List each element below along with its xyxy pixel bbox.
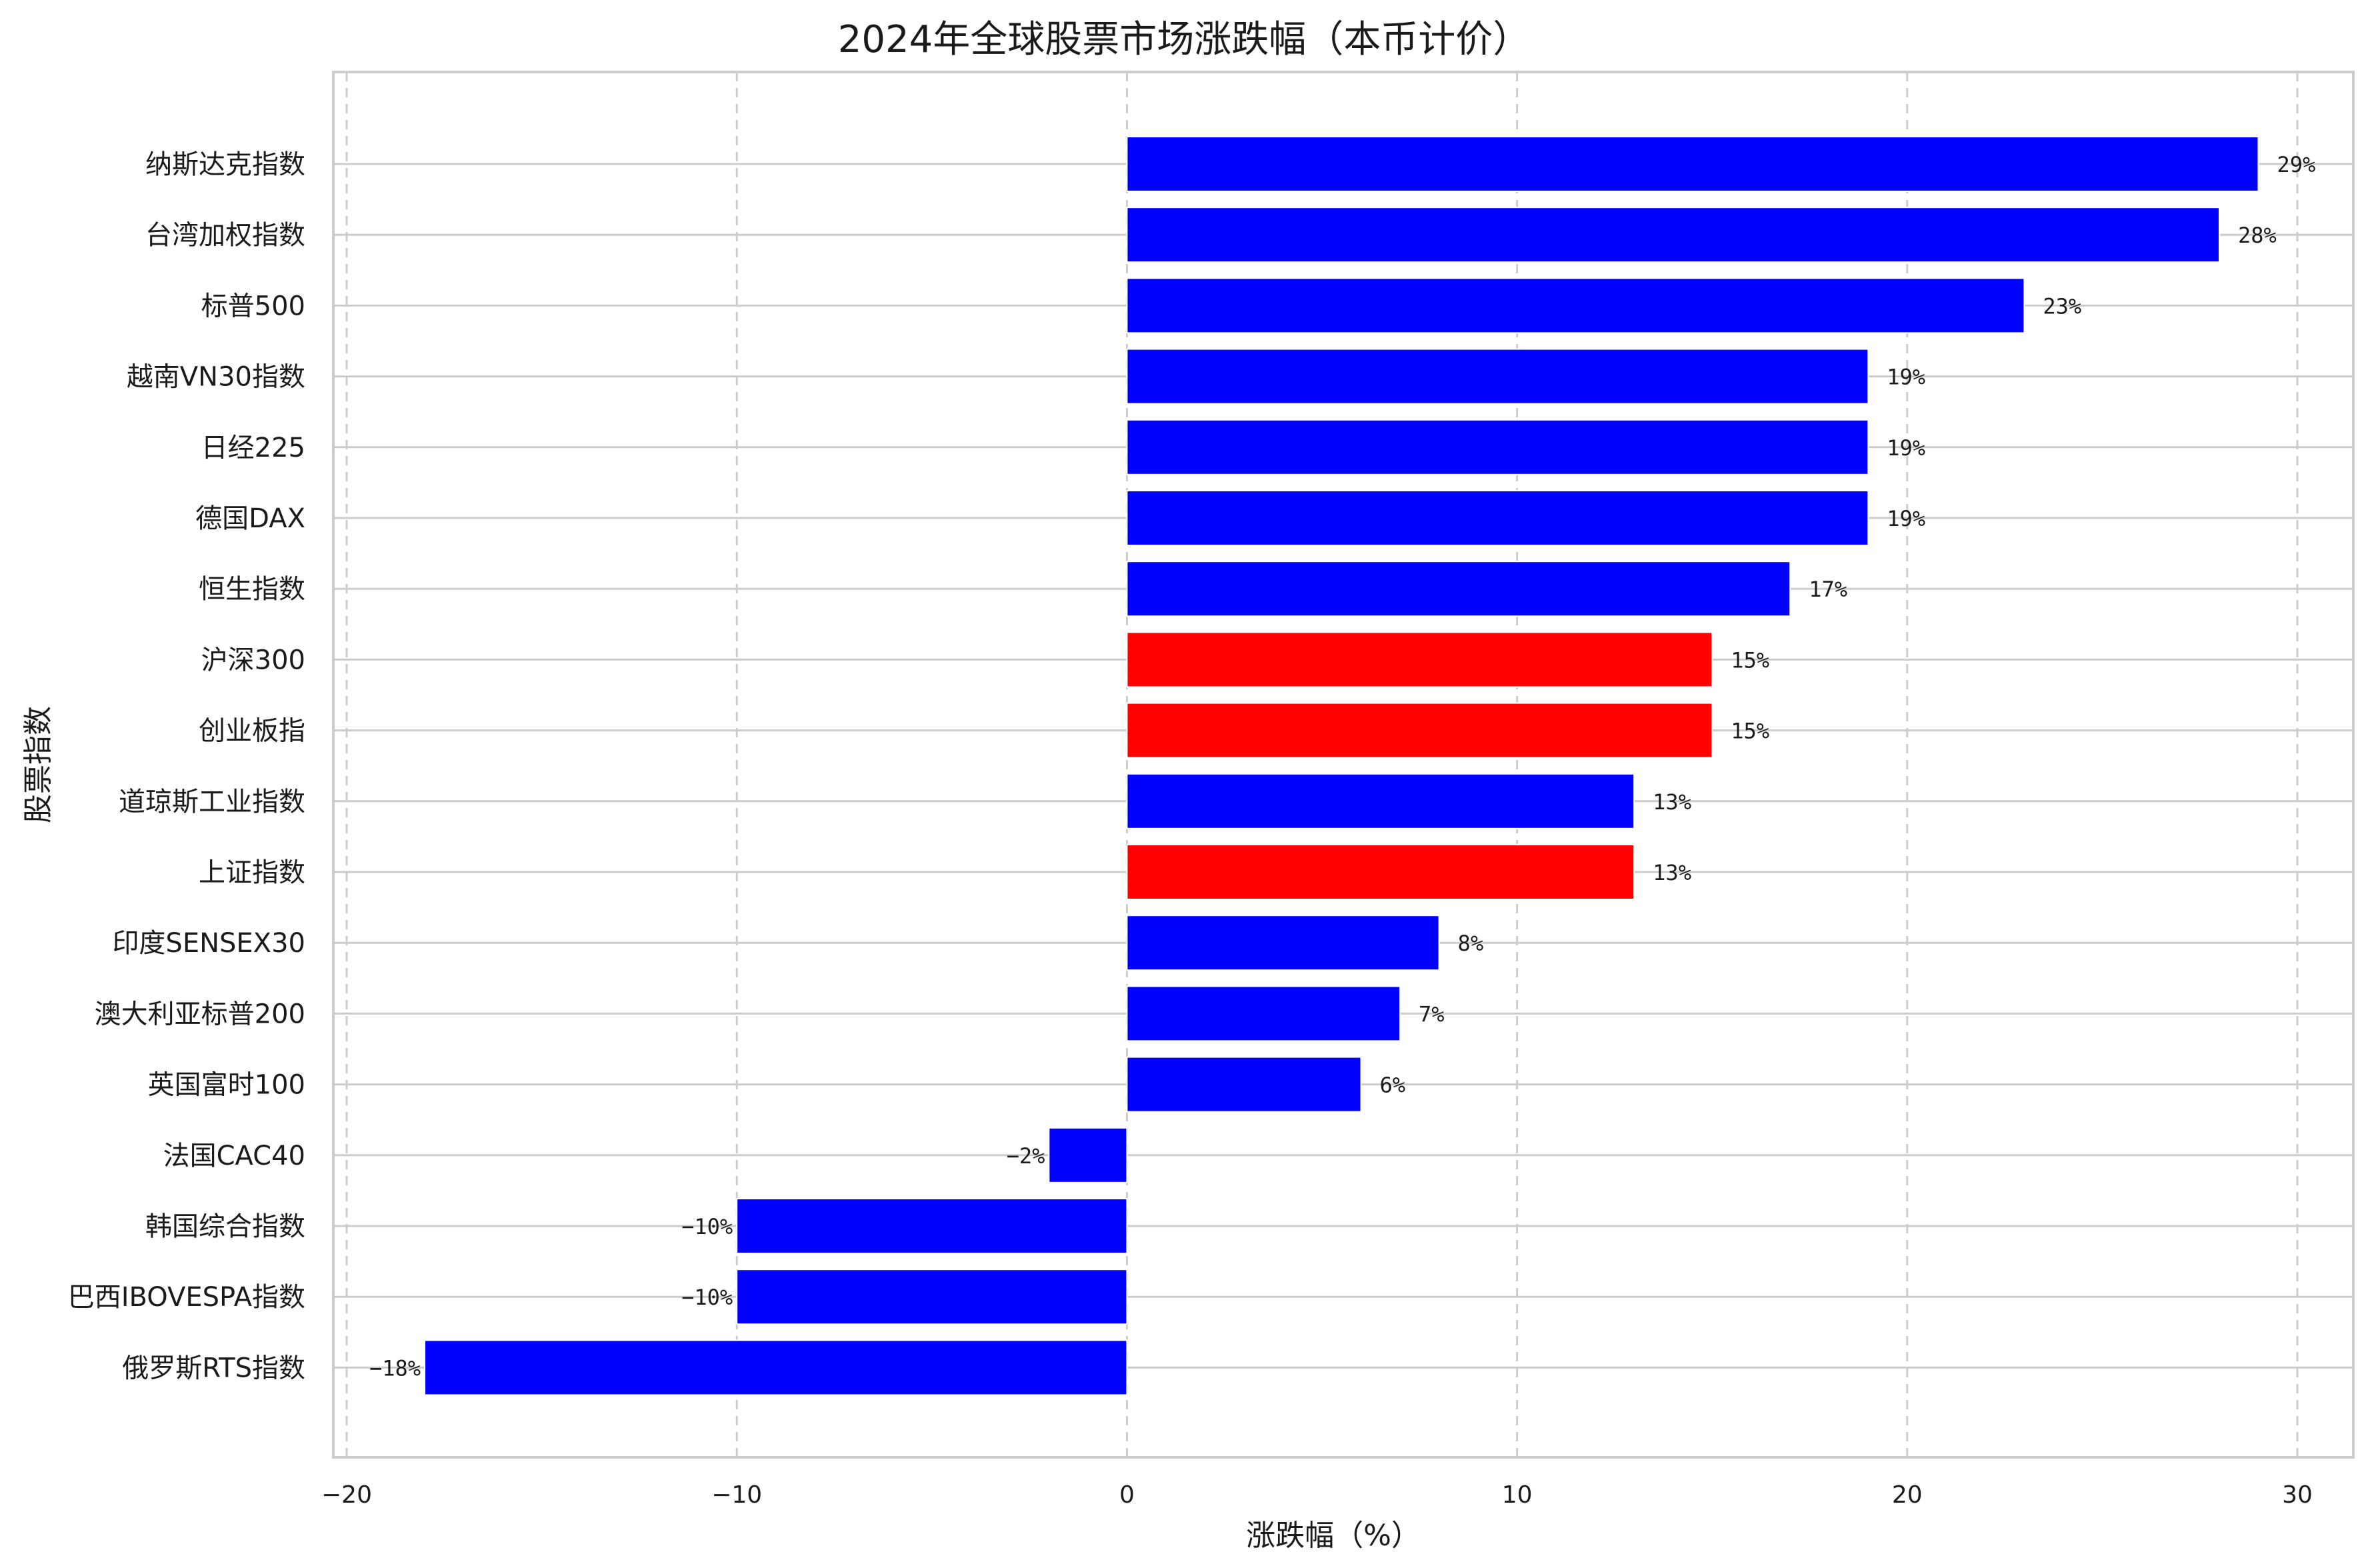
data-label: 19%	[1887, 435, 1925, 461]
plot-frame	[332, 71, 2355, 1459]
bar	[1126, 702, 1713, 759]
y-tick-label: 日经225	[201, 433, 305, 463]
y-tick-label: 台湾加权指数	[145, 220, 305, 251]
data-label: −10%	[681, 1214, 733, 1239]
data-label: −2%	[1007, 1143, 1045, 1169]
data-label: 15%	[1731, 719, 1769, 744]
bar	[1126, 631, 1713, 688]
data-label: 19%	[1887, 506, 1925, 531]
x-tick-label: 0	[1119, 1481, 1135, 1509]
y-tick-label: 俄罗斯RTS指数	[122, 1353, 305, 1383]
x-tick-label: 30	[2282, 1481, 2313, 1509]
x-tick-label: 20	[1892, 1481, 1923, 1509]
data-label: 23%	[2043, 293, 2081, 319]
bar	[1126, 915, 1440, 971]
bar	[1126, 773, 1635, 829]
data-label: 15%	[1731, 647, 1769, 673]
bar	[736, 1269, 1128, 1325]
x-tick-label: −10	[711, 1481, 762, 1509]
bar	[1126, 348, 1869, 405]
bar	[1126, 419, 1869, 475]
data-label: 17%	[1809, 577, 1847, 602]
x-tick-label: 10	[1502, 1481, 1533, 1509]
y-tick-label: 德国DAX	[195, 503, 305, 534]
y-tick-label: 上证指数	[199, 857, 305, 888]
bar	[1126, 844, 1635, 900]
bars-layer	[424, 136, 2259, 1396]
bar	[1126, 490, 1869, 546]
y-tick-label: 沪深300	[201, 645, 305, 675]
bar	[424, 1339, 1128, 1396]
y-tick-label: 英国富时100	[148, 1070, 305, 1101]
y-tick-label: 越南VN30指数	[127, 362, 305, 393]
bar	[1126, 1056, 1362, 1113]
y-tick-label: 法国CAC40	[163, 1141, 305, 1171]
data-label: 29%	[2277, 152, 2315, 177]
data-label: 19%	[1887, 365, 1925, 390]
data-label: 13%	[1653, 789, 1691, 815]
y-tick-label: 印度SENSEX30	[112, 928, 305, 959]
y-axis-title: 股票指数	[21, 706, 55, 823]
y-tick-label: 道琼斯工业指数	[119, 787, 305, 817]
chart-title: 2024年全球股票市场涨跌幅（本币计价）	[838, 18, 1531, 61]
data-label: −10%	[681, 1285, 733, 1310]
y-tick-label: 澳大利亚标普200	[95, 999, 305, 1029]
data-label: 7%	[1419, 1001, 1445, 1027]
bar	[1126, 277, 2025, 334]
bar	[1126, 207, 2220, 263]
y-tick-label: 标普500	[201, 291, 305, 321]
data-label: 8%	[1458, 931, 1484, 956]
x-axis-title: 涨跌幅（%）	[1246, 1519, 1421, 1553]
bar	[736, 1198, 1128, 1254]
bar	[1126, 561, 1791, 617]
y-tick-label: 纳斯达克指数	[145, 149, 305, 180]
data-label: 13%	[1653, 860, 1691, 885]
x-tick-label: −20	[321, 1481, 372, 1509]
x-axis-ticks: −20 −10 0 10 20 30	[321, 1481, 2313, 1509]
labels-layer: 29% 28% 23% 19% 19% 19% 17% 15% 15% 13% 13% 8% 7% 6% −…	[369, 152, 2315, 1381]
y-tick-label: 创业板指	[199, 716, 305, 747]
data-label: −18%	[369, 1355, 421, 1381]
data-label: 28%	[2238, 223, 2277, 248]
y-tick-label: 巴西IBOVESPA指数	[68, 1282, 305, 1313]
y-tick-label: 恒生指数	[199, 574, 305, 605]
data-label: 6%	[1380, 1073, 1406, 1098]
bar	[1126, 136, 2259, 192]
y-tick-label: 韩国综合指数	[145, 1211, 305, 1242]
bar	[1126, 985, 1401, 1042]
bar	[1048, 1127, 1128, 1183]
